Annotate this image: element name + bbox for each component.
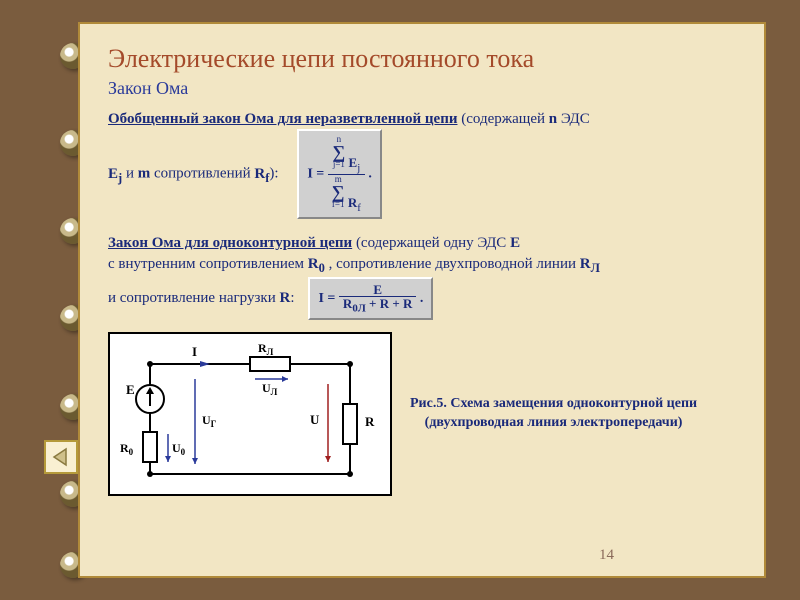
triangle-left-icon	[51, 447, 71, 467]
formula-1: I = n∑j=1 Ej m∑f=1 Rf .	[297, 129, 382, 219]
t: R	[254, 166, 265, 182]
t: + R	[369, 296, 389, 311]
t: I =	[318, 291, 335, 306]
t: (содержащей	[457, 111, 548, 127]
svg-text:E: E	[126, 382, 135, 397]
t: ):	[269, 166, 278, 182]
t: f	[357, 202, 361, 214]
t: R	[343, 296, 352, 311]
t: и	[122, 166, 138, 182]
para1-lead: Обобщенный закон Ома для неразветвленной…	[108, 111, 457, 127]
outer-frame: Электрические цепи постоянного тока Зако…	[0, 0, 800, 600]
t: I =	[307, 167, 324, 182]
svg-text:R0: R0	[120, 441, 134, 457]
t: Л	[591, 261, 600, 275]
svg-text:R: R	[365, 414, 375, 429]
t: ЭДС	[557, 111, 590, 127]
t: E	[510, 235, 520, 251]
t: m	[138, 166, 151, 182]
slide-content: Электрические цепи постоянного тока Зако…	[78, 22, 766, 578]
t: .	[368, 167, 372, 182]
formula-2: I = E R0Л + R + R .	[308, 277, 433, 320]
t: + R	[392, 296, 412, 311]
caption-line2: (двухпроводная линия электропередачи)	[425, 415, 683, 430]
t: (содержащей одну ЭДС	[352, 235, 510, 251]
page-number: 14	[599, 547, 614, 564]
page-title: Электрические цепи постоянного тока	[108, 44, 736, 74]
subtitle: Закон Ома	[108, 78, 736, 99]
figure-caption: Рис.5. Схема замещения одноконтурной цеп…	[410, 395, 697, 433]
t: E	[108, 166, 118, 182]
svg-text:RЛ: RЛ	[258, 341, 274, 357]
svg-text:U: U	[310, 412, 320, 427]
t: сопротивлений	[150, 166, 254, 182]
t: R	[279, 290, 290, 306]
svg-text:I: I	[192, 344, 197, 359]
t: n	[549, 111, 557, 127]
t: E	[373, 282, 382, 297]
t: и сопротивление нагрузки	[108, 290, 279, 306]
t: с внутренним сопротивлением	[108, 256, 308, 272]
t: E	[349, 155, 358, 170]
svg-text:UЛ: UЛ	[262, 381, 278, 397]
t: ∑	[332, 144, 345, 160]
t: R	[308, 256, 319, 272]
svg-text:U0: U0	[172, 441, 186, 457]
t: , сопротивление двухпроводной линии	[325, 256, 580, 272]
t: j=1	[332, 160, 345, 169]
t: :	[290, 290, 294, 306]
para2-lead: Закон Ома для одноконтурной цепи	[108, 235, 352, 251]
paragraph-1: Обобщенный закон Ома для неразветвленной…	[108, 109, 736, 219]
paragraph-2: Закон Ома для одноконтурной цепи (содерж…	[108, 233, 736, 320]
t: .	[420, 291, 424, 306]
prev-button[interactable]	[44, 440, 78, 474]
t: f=1	[332, 200, 345, 209]
svg-text:UГ: UГ	[202, 413, 217, 429]
t: j	[357, 162, 360, 174]
t: 0Л	[352, 302, 365, 314]
t: R	[348, 195, 357, 210]
t: ∑	[332, 184, 345, 200]
circuit-diagram: I RЛ UЛ E R0 U0 UГ U R	[108, 332, 392, 496]
caption-line1: Рис.5. Схема замещения одноконтурной цеп…	[410, 396, 697, 411]
figure-area: I RЛ UЛ E R0 U0 UГ U R Рис.5. Схема заме…	[108, 332, 736, 496]
t: R	[580, 256, 591, 272]
